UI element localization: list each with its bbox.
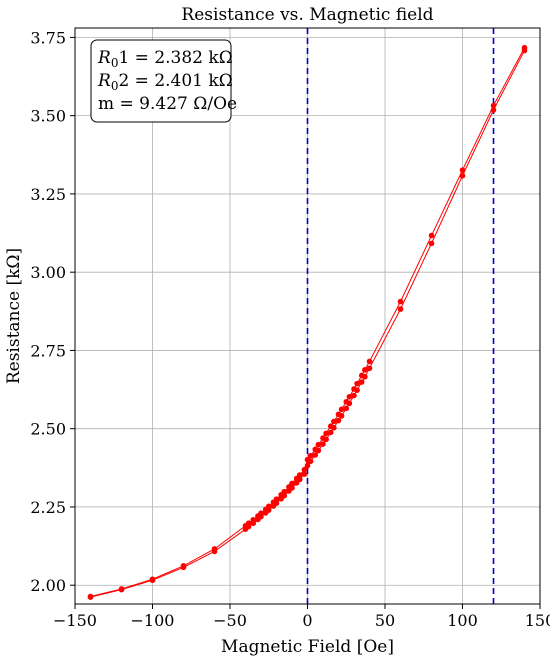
reference-lines [306, 28, 495, 604]
annotation-line-1-value: 1 = 2.382 kΩ [118, 48, 232, 68]
data-point [397, 298, 404, 305]
data-point [312, 446, 319, 453]
data-point [323, 430, 329, 437]
y-tick-label: 2.25 [30, 498, 66, 517]
data-point [149, 576, 156, 583]
x-tick-label: 50 [375, 611, 395, 630]
data-point [358, 372, 365, 379]
annotation-line-3: m = 9.427 Ω/Oe [98, 94, 237, 114]
x-tick-label: −150 [53, 611, 97, 630]
y-axis-title: Resistance [kΩ] [4, 248, 24, 384]
data-point [343, 398, 350, 405]
x-tick-label: −50 [213, 611, 247, 630]
data-point [273, 496, 280, 502]
data-point [296, 472, 303, 478]
data-point [304, 456, 311, 463]
data-point [358, 379, 365, 385]
data-point [180, 563, 187, 569]
annotation-line-2-symbol: R [97, 71, 111, 91]
data-point [289, 480, 295, 487]
data-point [362, 367, 368, 373]
data-point [343, 405, 350, 412]
annotation-line-2: R02 = 2.401 kΩ [97, 71, 233, 93]
x-tick-label: 100 [447, 611, 478, 630]
y-tick-label: 3.00 [30, 263, 66, 282]
data-point [351, 386, 357, 392]
data-point [335, 411, 342, 418]
y-tick-label: 2.50 [30, 420, 66, 439]
data-point [346, 393, 353, 400]
data-point [245, 520, 252, 527]
annotation-line-2-value: 2 = 2.401 kΩ [118, 71, 232, 91]
data-point [459, 172, 466, 179]
annotation-box: R01 = 2.382 kΩ R02 = 2.401 kΩ m = 9.427 … [90, 39, 237, 123]
y-tick-label: 3.75 [30, 28, 66, 47]
y-axis: 2.00 2.25 2.50 2.75 3.00 3.25 3.50 3.75 [30, 28, 75, 595]
series-layer [87, 44, 528, 600]
data-point [301, 466, 308, 473]
y-tick-label: 2.00 [30, 576, 66, 595]
annotation-frame [90, 39, 232, 123]
x-axis: −150 −100 −50 0 50 100 150 [53, 604, 550, 630]
series-2 [87, 44, 528, 600]
x-tick-label: 0 [302, 611, 312, 630]
data-point [428, 232, 435, 239]
y-tick-label: 3.25 [30, 185, 66, 204]
data-point [428, 240, 435, 247]
annotation-line-1-subscript: 0 [111, 56, 119, 70]
data-point [327, 429, 334, 436]
data-point [338, 406, 345, 413]
data-point [331, 418, 337, 425]
data-point [397, 306, 404, 312]
data-point [301, 471, 308, 477]
data-point [521, 44, 528, 51]
data-point [118, 586, 125, 592]
y-tick-label: 2.75 [30, 341, 66, 360]
annotation-line-1: R01 = 2.382 kΩ [97, 48, 233, 70]
data-point [320, 441, 326, 447]
data-point [307, 452, 314, 459]
x-tick-label: −100 [131, 611, 175, 630]
data-point [490, 102, 497, 109]
annotation-line-1-symbol: R [97, 48, 111, 68]
data-point [320, 435, 326, 441]
data-point [459, 167, 466, 173]
data-point [250, 516, 257, 523]
annotation-line-2-subscript: 0 [111, 79, 119, 93]
data-point [265, 503, 272, 510]
data-point [315, 441, 322, 448]
data-point [211, 546, 218, 552]
data-point [351, 392, 357, 399]
data-point [335, 417, 342, 424]
data-point [354, 380, 360, 387]
chart-title: Resistance vs. Magnetic field [181, 5, 433, 25]
data-point [366, 365, 373, 372]
data-point [312, 452, 319, 458]
y-tick-label: 3.50 [30, 107, 66, 126]
x-axis-title: Magnetic Field [Oe] [221, 637, 394, 657]
data-point [258, 510, 264, 517]
data-point [366, 358, 373, 365]
data-point [281, 488, 288, 495]
data-point [327, 423, 334, 429]
x-tick-label: 150 [525, 611, 550, 630]
data-point [87, 593, 94, 600]
